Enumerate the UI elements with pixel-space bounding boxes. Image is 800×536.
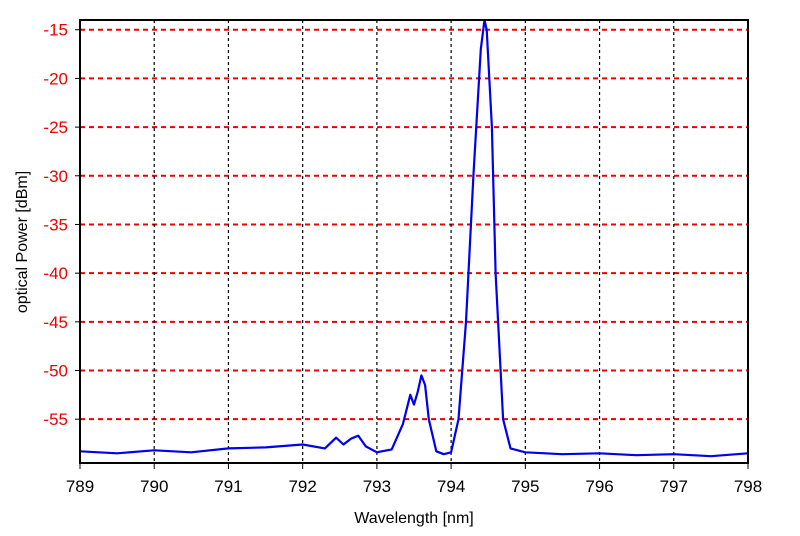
x-tick-label: 797 xyxy=(660,477,688,496)
y-tick-label: -15 xyxy=(43,21,68,40)
y-tick-label: -25 xyxy=(43,118,68,137)
x-tick-label: 790 xyxy=(140,477,168,496)
x-tick-label: 791 xyxy=(214,477,242,496)
x-tick-label: 792 xyxy=(288,477,316,496)
y-tick-label: -45 xyxy=(43,313,68,332)
y-tick-label: -20 xyxy=(43,69,68,88)
y-tick-label: -30 xyxy=(43,167,68,186)
grid-lines xyxy=(80,20,748,463)
y-tick-label: -50 xyxy=(43,362,68,381)
y-tick-label: -40 xyxy=(43,264,68,283)
series-layer xyxy=(80,20,748,458)
x-tick-label: 795 xyxy=(511,477,539,496)
y-axis-label: optical Power [dBm] xyxy=(14,171,31,313)
x-axis-label: Wavelength [nm] xyxy=(354,510,473,527)
x-tick-label: 789 xyxy=(66,477,94,496)
y-tick-label: -35 xyxy=(43,215,68,234)
x-tick-label: 796 xyxy=(585,477,613,496)
plot-frame xyxy=(79,19,749,464)
tick-labels: -15 -20 -25 -30 -35 -40 -45 -50 -55 789 790 791 792 7… xyxy=(43,21,762,496)
x-tick-label: 793 xyxy=(363,477,391,496)
y-tick-label: -55 xyxy=(43,410,68,429)
x-tick-label: 794 xyxy=(437,477,465,496)
spectrum-series-line xyxy=(80,20,748,458)
plot-background xyxy=(80,20,748,463)
x-tick-label: 798 xyxy=(734,477,762,496)
